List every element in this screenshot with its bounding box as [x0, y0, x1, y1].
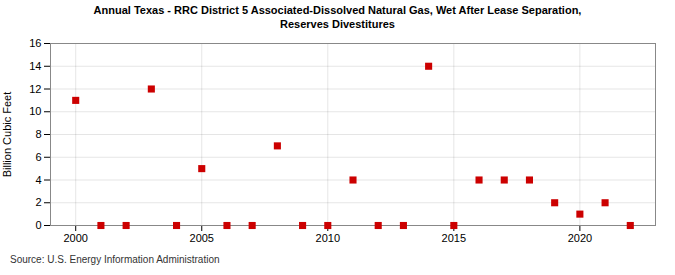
svg-text:0: 0: [35, 219, 41, 231]
svg-text:2020: 2020: [568, 232, 592, 244]
svg-text:2015: 2015: [442, 232, 466, 244]
svg-text:2000: 2000: [63, 232, 87, 244]
svg-text:8: 8: [35, 128, 41, 140]
html-text:Source: U.S. Energy Informatio: Source: U.S. Energy Information Administ…: [10, 254, 220, 265]
svg-text:6: 6: [35, 151, 41, 163]
svg-text:10: 10: [29, 105, 41, 117]
svg-text:2: 2: [35, 196, 41, 208]
svg-text:16: 16: [29, 37, 41, 49]
svg-text:Billion Cubic Feet: Billion Cubic Feet: [1, 92, 13, 178]
svg-text:2010: 2010: [316, 232, 340, 244]
svg-text:14: 14: [29, 60, 41, 72]
svg-text:4: 4: [35, 174, 41, 186]
svg-text:12: 12: [29, 83, 41, 95]
svg-text:2005: 2005: [190, 232, 214, 244]
html-text:Annual Texas - RRC District 5: Annual Texas - RRC District 5 Associated…: [93, 4, 582, 30]
